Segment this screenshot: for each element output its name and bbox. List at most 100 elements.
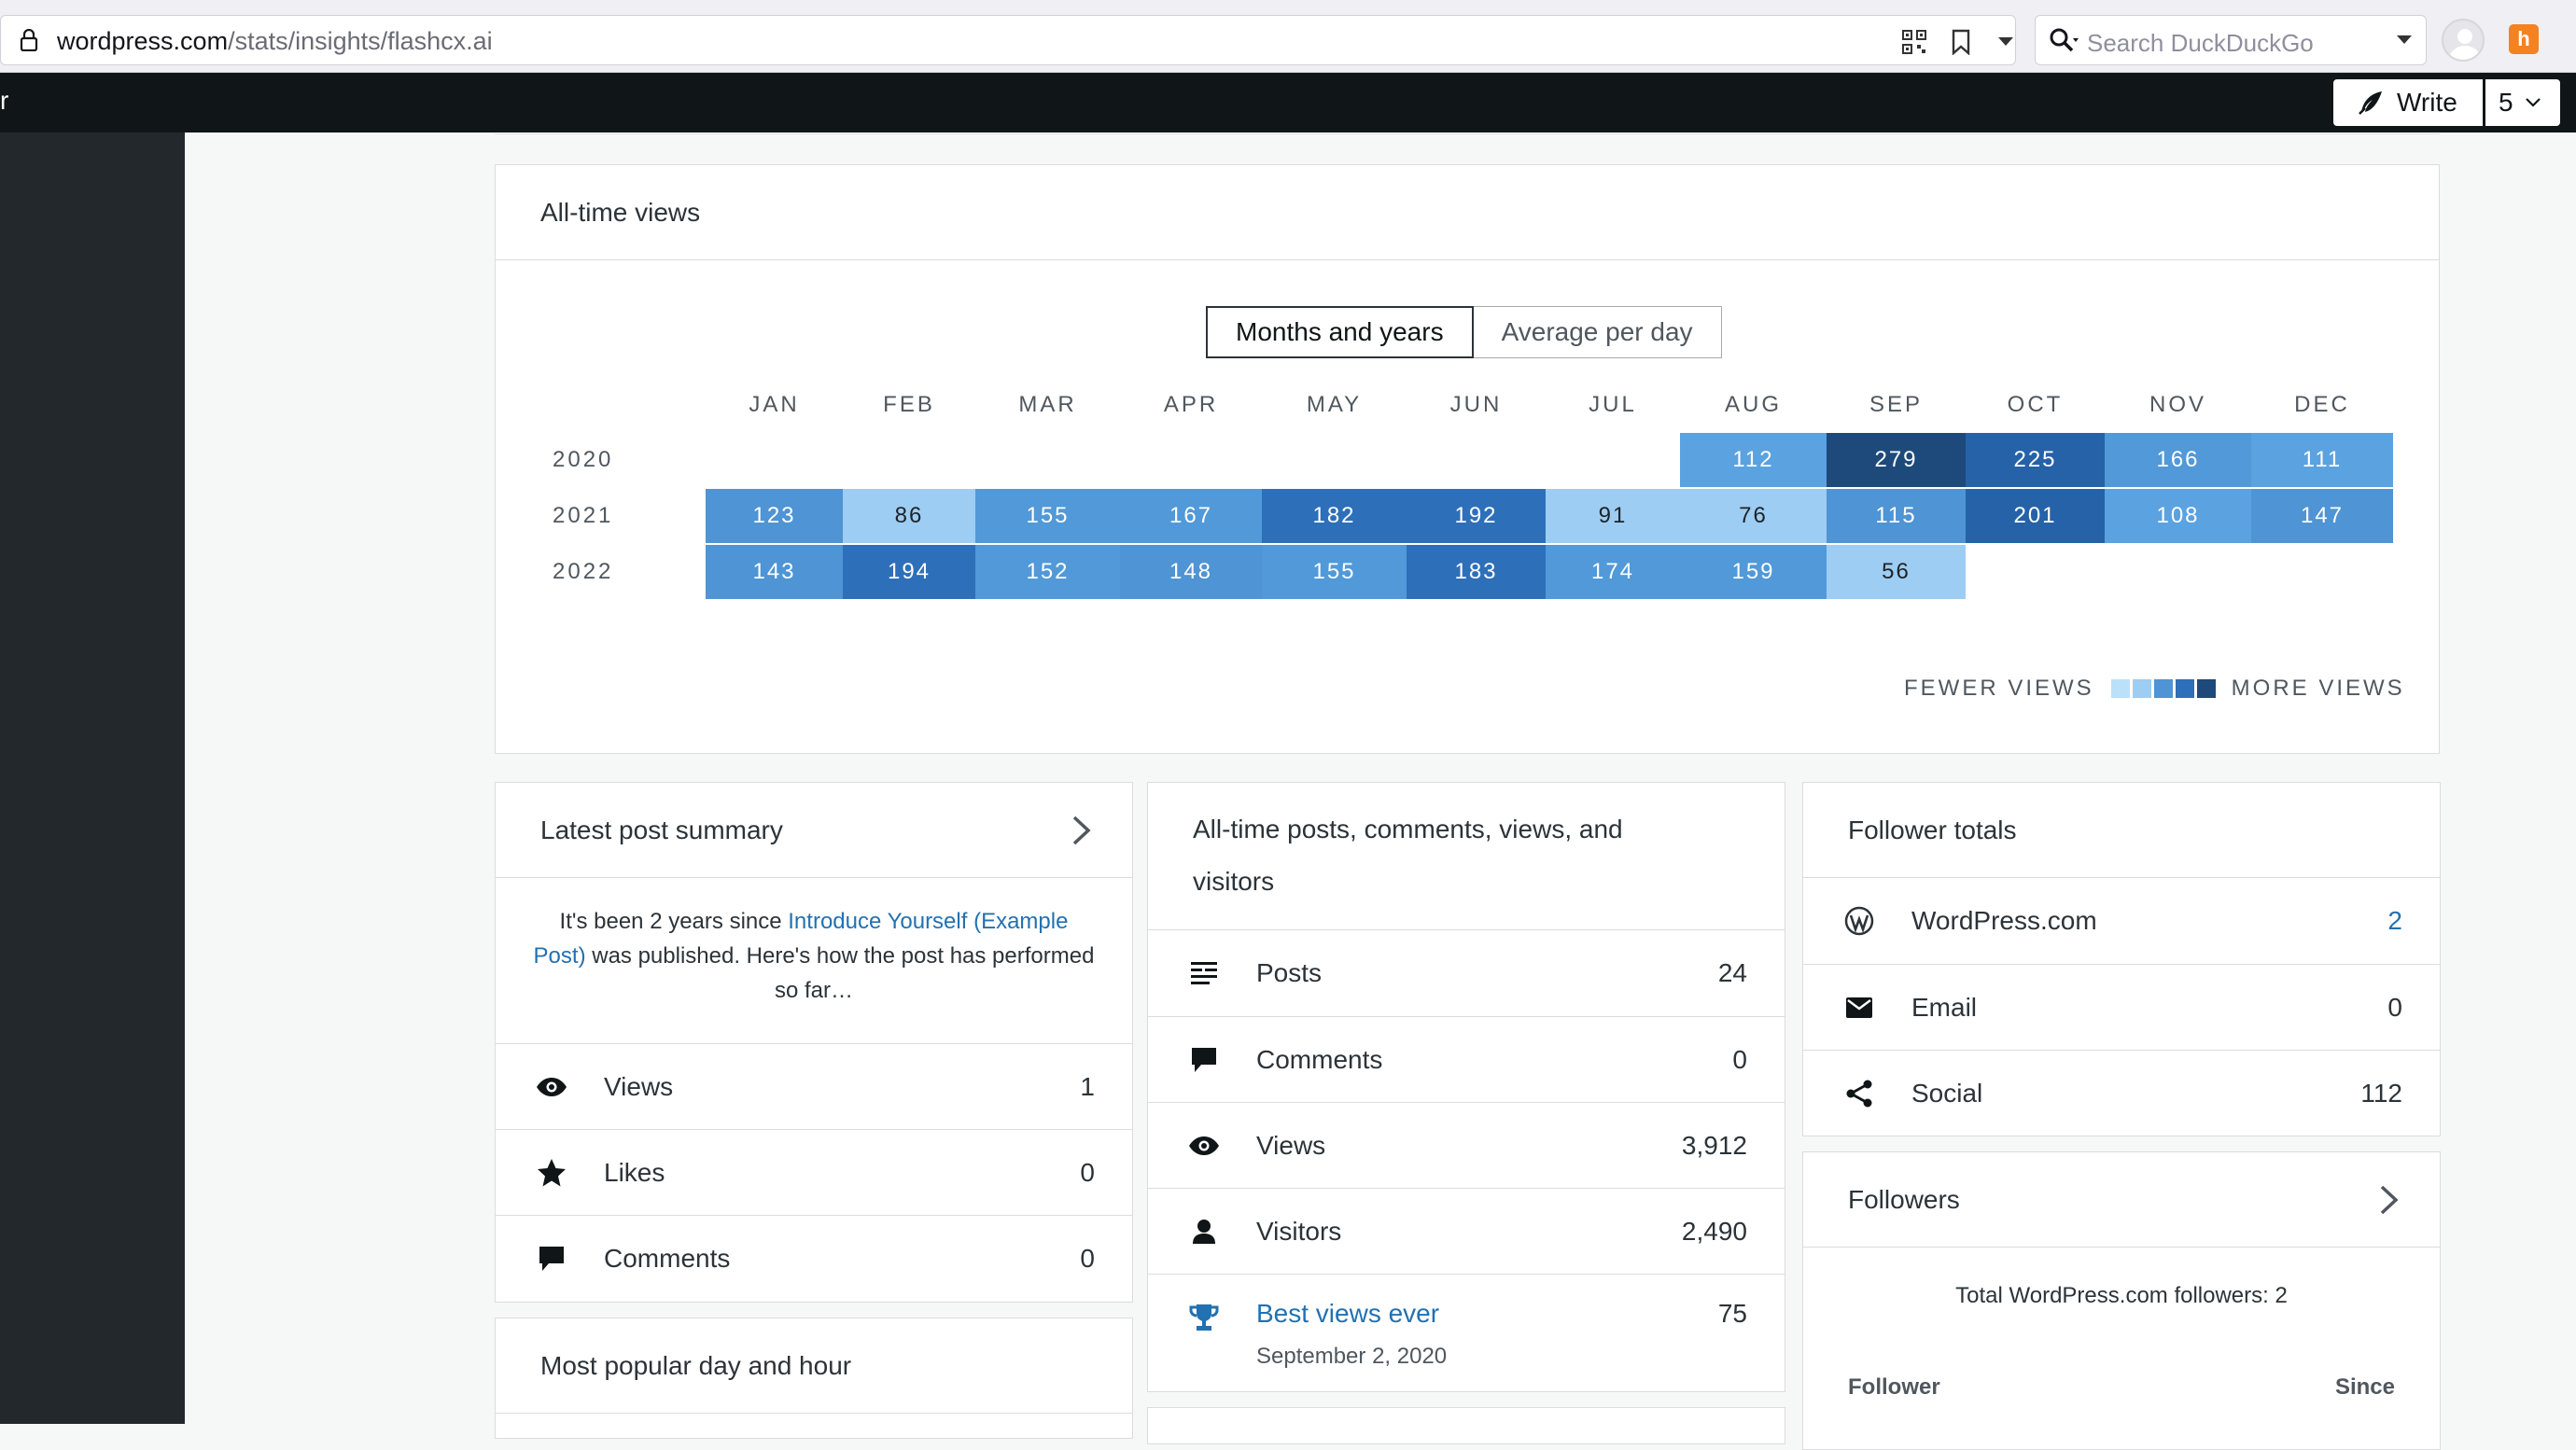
wordpress-followers-row: WordPress.com 2: [1803, 878, 2440, 964]
latest-post-summary: It's been 2 years since Introduce Yourse…: [533, 909, 1095, 1003]
legend-more-label: MORE VIEWS: [2231, 676, 2405, 701]
comment-icon: [1187, 1043, 1221, 1077]
heatmap-cell[interactable]: 225: [1966, 433, 2105, 487]
view-mode-toggle: Months and years Average per day: [1206, 306, 1722, 358]
profile-avatar-icon[interactable]: [2442, 19, 2485, 62]
month-label: OCT: [2007, 392, 2064, 417]
best-views-date: September 2, 2020: [1256, 1344, 1448, 1369]
chevron-right-icon[interactable]: [1071, 815, 1093, 846]
count-label: 5: [2499, 88, 2513, 117]
latest-post-title: Latest post summary: [540, 815, 783, 844]
heatmap-cell[interactable]: 111: [2251, 433, 2393, 487]
heatmap-cell[interactable]: 182: [1262, 489, 1407, 543]
legend-swatch: [2175, 679, 2194, 698]
heatmap-cell[interactable]: 174: [1546, 545, 1680, 599]
heatmap-cell[interactable]: 192: [1407, 489, 1546, 543]
heatmap-cell[interactable]: 155: [975, 489, 1120, 543]
chevron-down-icon: [2525, 98, 2541, 107]
month-label: SEP: [1869, 392, 1924, 417]
followers-title: Followers: [1848, 1184, 1960, 1214]
wordpress-followers-link[interactable]: 2: [2387, 906, 2402, 935]
heatmap-cell[interactable]: 123: [706, 489, 843, 543]
heatmap-cell[interactable]: 56: [1827, 545, 1966, 599]
latest-post-views-row: Views 1: [496, 1043, 1132, 1129]
heatmap-cell[interactable]: 155: [1262, 545, 1407, 599]
all-time-stats-title: All-time posts, comments, views, and vis…: [1148, 783, 1785, 930]
star-icon: [535, 1156, 568, 1190]
visitors-row: Visitors 2,490: [1148, 1188, 1785, 1274]
email-followers-row: Email 0: [1803, 964, 2440, 1050]
month-label: JAN: [749, 392, 800, 417]
share-icon: [1842, 1077, 1876, 1110]
all-time-views-title: All-time views: [496, 165, 2439, 260]
heatmap-cell[interactable]: 279: [1827, 433, 1966, 487]
followers-header[interactable]: Followers: [1803, 1152, 2440, 1248]
latest-post-comments-row: Comments 0: [496, 1215, 1132, 1301]
posts-row: Posts 24: [1148, 930, 1785, 1016]
year-label: 2020: [553, 447, 614, 472]
masterbar-left-text[interactable]: r: [0, 86, 9, 115]
wordpress-icon: [1842, 904, 1876, 938]
chevron-down-icon[interactable]: [1991, 27, 2021, 57]
legend-fewer-label: FEWER VIEWS: [1904, 676, 2094, 701]
latest-post-header[interactable]: Latest post summary: [496, 783, 1132, 878]
notifications-count-button[interactable]: 5: [2485, 79, 2560, 126]
chevron-right-icon[interactable]: [2378, 1184, 2401, 1216]
popular-day-hour-title: Most popular day and hour: [496, 1318, 1132, 1414]
next-card: [1147, 1407, 1785, 1444]
month-label: MAY: [1306, 392, 1363, 417]
post-link[interactable]: Introduce Yourself (Example Post): [533, 909, 1069, 969]
heatmap-cell[interactable]: 148: [1120, 545, 1262, 599]
chevron-down-icon[interactable]: [2396, 35, 2413, 46]
legend-swatch: [2110, 679, 2130, 698]
extension-icon[interactable]: h: [2509, 24, 2539, 54]
heatmap-cell[interactable]: 76: [1680, 489, 1827, 543]
url-bar[interactable]: wordpress.com/stats/insights/flashcx.ai: [0, 15, 2016, 65]
trophy-icon: [1187, 1301, 1221, 1334]
heatmap-cell[interactable]: 159: [1680, 545, 1827, 599]
follower-totals-title: Follower totals: [1803, 783, 2440, 878]
heatmap-cell[interactable]: 152: [975, 545, 1120, 599]
month-label: AUG: [1724, 392, 1782, 417]
qr-code-icon[interactable]: [1899, 27, 1929, 57]
heatmap-cell[interactable]: 112: [1680, 433, 1827, 487]
legend-swatch: [2196, 679, 2216, 698]
heatmap-cell[interactable]: 201: [1966, 489, 2105, 543]
best-views-link[interactable]: Best views ever: [1256, 1299, 1440, 1328]
heatmap-cell[interactable]: 166: [2105, 433, 2251, 487]
sidebar: [0, 132, 185, 1424]
latest-post-likes-row: Likes 0: [496, 1129, 1132, 1215]
since-column-header: Since: [2334, 1374, 2395, 1400]
heatmap-cell[interactable]: 91: [1546, 489, 1680, 543]
write-button[interactable]: Write: [2333, 79, 2483, 126]
heatmap-cell[interactable]: 194: [843, 545, 975, 599]
views-row: Views 3,912: [1148, 1102, 1785, 1188]
year-label: 2022: [553, 559, 614, 584]
toggle-months-and-years[interactable]: Months and years: [1206, 306, 1474, 358]
heatmap-cell[interactable]: 86: [843, 489, 975, 543]
bookmark-icon[interactable]: [1946, 27, 1976, 57]
heatmap-cell[interactable]: 167: [1120, 489, 1262, 543]
followers-card: Followers Total WordPress.com followers:…: [1802, 1151, 2441, 1450]
comment-icon: [535, 1242, 568, 1276]
month-label: NOV: [2149, 392, 2206, 417]
heatmap-legend: FEWER VIEWS MORE VIEWS: [1904, 676, 2405, 702]
month-label: APR: [1163, 392, 1219, 417]
total-followers-text: Total WordPress.com followers: 2: [1955, 1283, 2288, 1308]
heatmap-cell[interactable]: 143: [706, 545, 843, 599]
wp-masterbar: r Write 5: [0, 73, 2576, 132]
follower-totals-card: Follower totals WordPress.com 2 Email 0 …: [1802, 782, 2441, 1136]
search-input[interactable]: Search DuckDuckGo: [2035, 15, 2427, 65]
heatmap-cell[interactable]: 108: [2105, 489, 2251, 543]
month-label: FEB: [883, 392, 935, 417]
heatmap-cell[interactable]: 115: [1827, 489, 1966, 543]
browser-toolbar: wordpress.com/stats/insights/flashcx.ai …: [0, 0, 2576, 73]
popular-day-hour-card: Most popular day and hour: [495, 1318, 1133, 1439]
follower-column-header: Follower: [1848, 1374, 1940, 1400]
toggle-average-per-day[interactable]: Average per day: [1473, 306, 1722, 358]
write-label: Write: [2397, 88, 2457, 117]
eye-icon: [1187, 1129, 1221, 1163]
heatmap-cell[interactable]: 147: [2251, 489, 2393, 543]
card-divider: [495, 132, 2440, 134]
heatmap-cell[interactable]: 183: [1407, 545, 1546, 599]
